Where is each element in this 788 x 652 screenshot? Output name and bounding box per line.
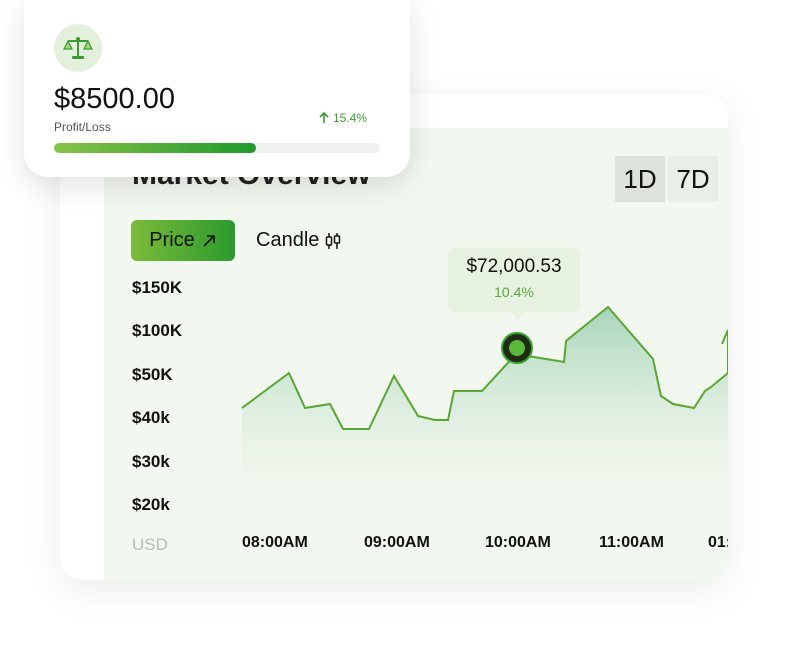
y-tick-label: $40k bbox=[132, 408, 170, 427]
profit-progress-fill bbox=[54, 143, 257, 153]
price-toggle-label: Price bbox=[149, 229, 195, 251]
y-tick-label: $20k bbox=[132, 495, 170, 514]
profit-amount: $8500.00 bbox=[54, 83, 175, 115]
x-tick-label: 01: bbox=[708, 534, 728, 551]
x-tick-label: 09:00AM bbox=[364, 534, 430, 551]
x-tick-label: 11:00AM bbox=[599, 534, 664, 551]
x-tick-label: 10:00AM bbox=[485, 534, 551, 551]
price-line bbox=[241, 305, 728, 430]
y-axis-unit: USD bbox=[132, 535, 168, 554]
y-tick-label: $150K bbox=[132, 278, 183, 297]
profit-loss-card: $8500.00 Profit/Loss 15.4% bbox=[24, 0, 410, 177]
tooltip-pointer bbox=[510, 312, 526, 320]
candlestick-icon bbox=[326, 232, 341, 249]
price-tooltip: $72,000.53 10.4% bbox=[448, 248, 580, 312]
y-tick-label: $30k bbox=[132, 452, 170, 471]
range-7d-button[interactable]: 7D bbox=[668, 156, 718, 202]
profit-change: 15.4% bbox=[318, 111, 367, 125]
y-tick-label: $50K bbox=[132, 365, 173, 384]
arrow-up-right-icon bbox=[203, 234, 215, 247]
price-area bbox=[242, 307, 728, 490]
price-chart bbox=[241, 305, 728, 490]
x-tick-label: 08:00AM bbox=[242, 534, 308, 551]
candle-toggle-label: Candle bbox=[256, 229, 320, 251]
price-toggle-button[interactable]: Price bbox=[131, 220, 235, 261]
profit-change-value: 15.4% bbox=[333, 111, 368, 125]
range-1d-button[interactable]: 1D bbox=[615, 156, 665, 202]
candle-toggle-button[interactable]: Candle bbox=[256, 220, 341, 261]
range-selector: 1D 7D bbox=[615, 156, 718, 202]
profit-progress-bar bbox=[54, 143, 380, 153]
profit-icon-badge bbox=[54, 24, 102, 72]
scale-icon bbox=[63, 37, 93, 59]
profit-label: Profit/Loss bbox=[54, 120, 111, 134]
highlight-point-core bbox=[509, 340, 525, 356]
tooltip-change: 10.4% bbox=[494, 284, 534, 300]
arrow-up-icon bbox=[319, 112, 329, 123]
tooltip-value: $72,000.53 bbox=[466, 256, 562, 277]
y-tick-label: $100K bbox=[132, 321, 183, 340]
